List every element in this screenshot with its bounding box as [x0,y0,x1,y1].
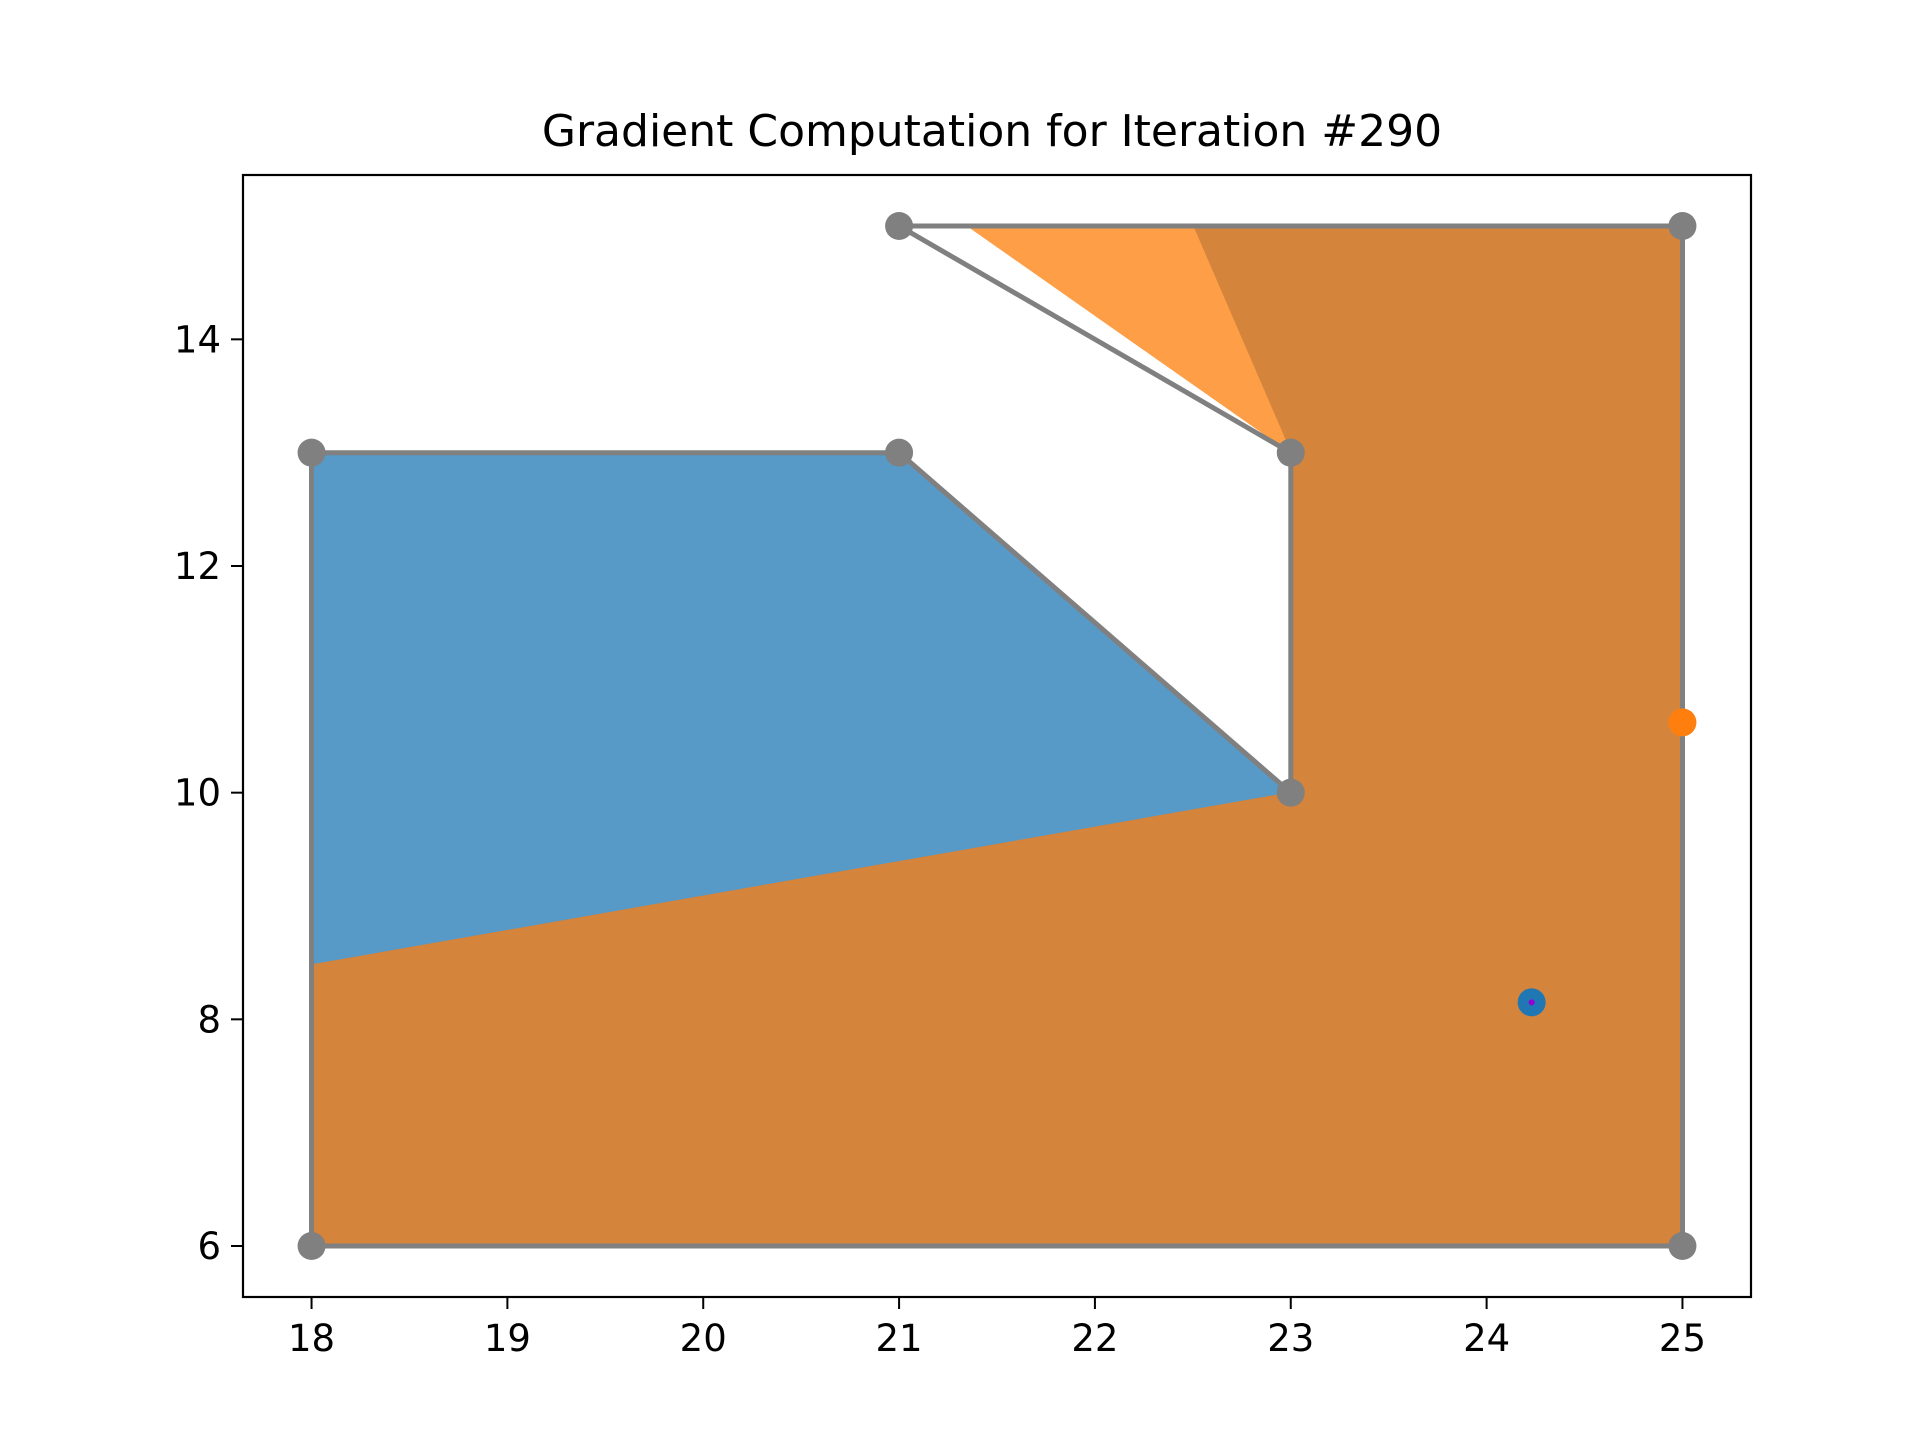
x-tick-label-20: 20 [680,1317,727,1360]
x-tick-label-24: 24 [1463,1317,1510,1360]
x-tick-label-21: 21 [876,1317,923,1360]
y-tick-label-12: 12 [174,545,221,588]
vertex-marker-5 [1276,778,1305,807]
y-tick-label-10: 10 [174,772,221,815]
vertex-marker-1 [1668,1232,1697,1260]
y-tick-label-6: 6 [197,1225,221,1268]
x-tick-label-19: 19 [484,1317,531,1360]
data-point-orange-point-1 [1668,708,1697,737]
vertex-marker-3 [885,212,914,240]
y-tick-label-8: 8 [197,998,221,1041]
x-tick-label-18: 18 [288,1317,335,1360]
vertex-marker-6 [885,438,914,467]
vertex-marker-0 [297,1232,326,1260]
tick-layer: 18 19 20 21 22 23 24 25 6 8 10 12 14 [174,318,1706,1360]
vertex-marker-2 [1668,212,1697,240]
y-tick-label-14: 14 [174,318,221,361]
plot-area [297,212,1697,1260]
axes-frame [241,173,1753,1299]
x-tick-label-22: 22 [1071,1317,1118,1360]
x-tick-label-23: 23 [1267,1317,1314,1360]
chart-title: Gradient Computation for Iteration #290 [542,106,1442,157]
center-dot [1528,999,1535,1006]
x-tick-label-25: 25 [1659,1317,1706,1360]
vertex-marker-7 [297,438,326,467]
vertex-marker-4 [1276,438,1305,467]
